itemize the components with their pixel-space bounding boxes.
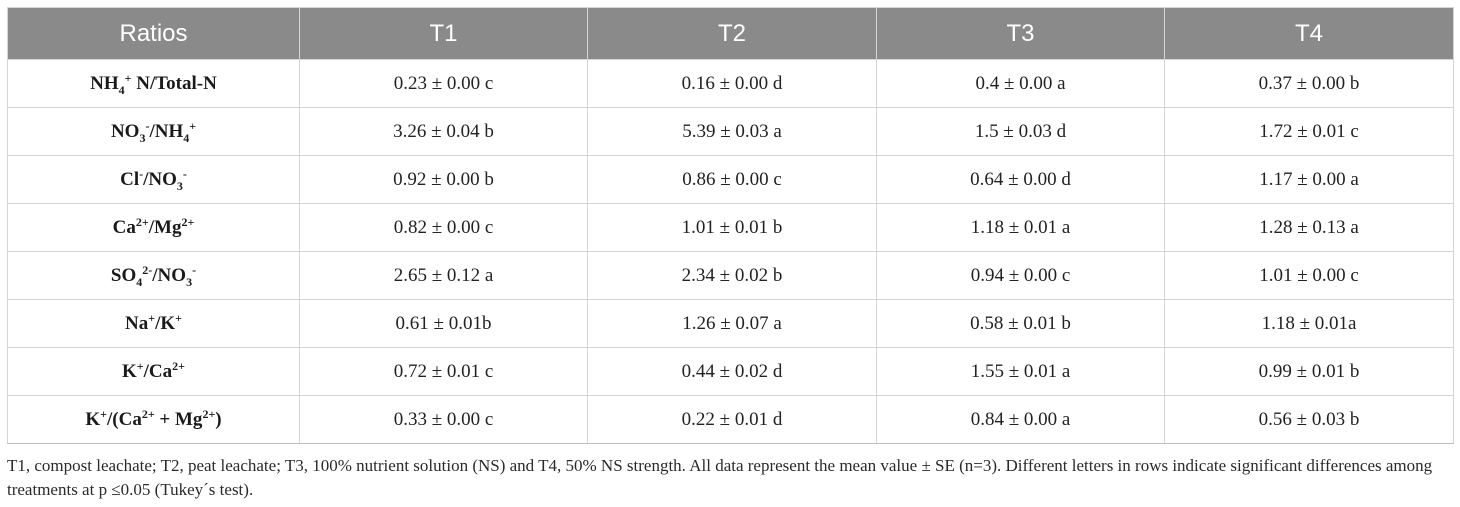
table-row: Na+/K+ 0.61 ± 0.01b 1.26 ± 0.07 a 0.58 ± 0.… [7, 299, 1454, 348]
cell-t2: 0.44 ± 0.02 d [587, 347, 877, 396]
label-sup: + [124, 70, 132, 85]
label-sup: 2+ [202, 406, 216, 421]
cell-t2: 2.34 ± 0.02 b [587, 251, 877, 300]
table-row: K+/(Ca2+ + Mg2+) 0.33 ± 0.00 c 0.22 ± 0.01… [7, 395, 1454, 444]
label-sup: 2- [142, 262, 153, 277]
ratio-label: K+/Ca2+ [7, 347, 300, 396]
label-text: N/Total-N [131, 72, 217, 94]
label-sub: 4 [183, 130, 190, 145]
cell-t4: 1.28 ± 0.13 a [1164, 203, 1454, 252]
label-text: Cl [120, 168, 140, 190]
cell-t2: 0.16 ± 0.00 d [587, 59, 877, 108]
cell-t2: 5.39 ± 0.03 a [587, 107, 877, 156]
cell-t3: 0.4 ± 0.00 a [876, 59, 1165, 108]
cell-t3: 0.64 ± 0.00 d [876, 155, 1165, 204]
label-text: NO [110, 120, 140, 142]
cell-t1: 0.82 ± 0.00 c [299, 203, 588, 252]
cell-t3: 1.55 ± 0.01 a [876, 347, 1165, 396]
header-ratios: Ratios [7, 7, 300, 60]
label-sup: + [100, 406, 107, 421]
ratio-label: K+/(Ca2+ + Mg2+) [7, 395, 300, 444]
table-row: SO42-/NO3- 2.65 ± 0.12 a 2.34 ± 0.02 b 0.94… [7, 251, 1454, 300]
table-row: Cl-/NO3- 0.92 ± 0.00 b 0.86 ± 0.00 c 0.64 ±… [7, 155, 1454, 204]
label-text: /Mg [148, 216, 182, 238]
cell-t1: 0.33 ± 0.00 c [299, 395, 588, 444]
table-row: NO3-/NH4+ 3.26 ± 0.04 b 5.39 ± 0.03 a 1.5 ±… [7, 107, 1454, 156]
label-text: /NO [152, 264, 187, 286]
cell-t1: 0.23 ± 0.00 c [299, 59, 588, 108]
label-sup: + [175, 310, 182, 325]
table-container: Ratios T1 T2 T3 T4 NH4+ N/Total-N 0.23 ± … [7, 7, 1454, 502]
label-text: SO [110, 264, 137, 286]
label-text: Ca [112, 216, 136, 238]
cell-t3: 0.84 ± 0.00 a [876, 395, 1165, 444]
label-sup: + [189, 118, 197, 133]
label-sub: 3 [186, 274, 193, 289]
cell-t3: 0.58 ± 0.01 b [876, 299, 1165, 348]
label-text: ) [215, 408, 222, 430]
cell-t1: 0.61 ± 0.01b [299, 299, 588, 348]
cell-t4: 1.72 ± 0.01 c [1164, 107, 1454, 156]
label-sub: 3 [176, 178, 183, 193]
table-row: Ca2+/Mg2+ 0.82 ± 0.00 c 1.01 ± 0.01 b 1.18 … [7, 203, 1454, 252]
label-text: K [85, 408, 101, 430]
cell-t4: 1.18 ± 0.01a [1164, 299, 1454, 348]
label-text: /(Ca [107, 408, 142, 430]
label-sub: 3 [139, 130, 146, 145]
label-text: + Mg [154, 408, 203, 430]
cell-t3: 0.94 ± 0.00 c [876, 251, 1165, 300]
label-sup: + [136, 358, 144, 373]
ratio-label: NO3-/NH4+ [7, 107, 300, 156]
label-sup: - [139, 166, 144, 181]
ratio-label: NH4+ N/Total-N [7, 59, 300, 108]
cell-t2: 1.01 ± 0.01 b [587, 203, 877, 252]
header-t4: T4 [1164, 7, 1454, 60]
label-sub: 4 [136, 274, 143, 289]
header-t2: T2 [587, 7, 877, 60]
table-row: K+/Ca2+ 0.72 ± 0.01 c 0.44 ± 0.02 d 1.55 ± … [7, 347, 1454, 396]
table-header-row: Ratios T1 T2 T3 T4 [7, 7, 1454, 60]
header-t1: T1 [299, 7, 588, 60]
cell-t3: 1.5 ± 0.03 d [876, 107, 1165, 156]
cell-t4: 0.56 ± 0.03 b [1164, 395, 1454, 444]
cell-t2: 1.26 ± 0.07 a [587, 299, 877, 348]
ratio-label: Na+/K+ [7, 299, 300, 348]
label-sub: 4 [118, 82, 125, 97]
cell-t3: 1.18 ± 0.01 a [876, 203, 1165, 252]
table-row: NH4+ N/Total-N 0.23 ± 0.00 c 0.16 ± 0.00 d… [7, 59, 1454, 108]
cell-t1: 0.92 ± 0.00 b [299, 155, 588, 204]
ratio-label: Cl-/NO3- [7, 155, 300, 204]
table-footnote: T1, compost leachate; T2, peat leachate;… [7, 456, 1433, 499]
label-sup: - [192, 262, 197, 277]
ratio-label: Ca2+/Mg2+ [7, 203, 300, 252]
label-text: /NH [149, 120, 184, 142]
label-sup: 2+ [141, 406, 155, 421]
label-text: K [122, 360, 137, 382]
label-sup: - [145, 118, 150, 133]
label-sup: + [148, 310, 156, 325]
header-t3: T3 [876, 7, 1165, 60]
cell-t1: 3.26 ± 0.04 b [299, 107, 588, 156]
cell-t1: 2.65 ± 0.12 a [299, 251, 588, 300]
label-text: NH [90, 72, 119, 94]
cell-t2: 0.86 ± 0.00 c [587, 155, 877, 204]
label-sup: - [182, 166, 187, 181]
ratio-label: SO42-/NO3- [7, 251, 300, 300]
cell-t4: 0.99 ± 0.01 b [1164, 347, 1454, 396]
cell-t4: 0.37 ± 0.00 b [1164, 59, 1454, 108]
cell-t1: 0.72 ± 0.01 c [299, 347, 588, 396]
cell-t4: 1.01 ± 0.00 c [1164, 251, 1454, 300]
label-sup: 2+ [172, 358, 185, 373]
cell-t4: 1.17 ± 0.00 a [1164, 155, 1454, 204]
label-text: Na [125, 312, 149, 334]
label-text: /K [155, 312, 176, 334]
label-text: /Ca [143, 360, 173, 382]
ratios-table: Ratios T1 T2 T3 T4 NH4+ N/Total-N 0.23 ± … [7, 7, 1454, 444]
table-body: NH4+ N/Total-N 0.23 ± 0.00 c 0.16 ± 0.00 d… [7, 59, 1454, 444]
label-text: /NO [143, 168, 177, 190]
cell-t2: 0.22 ± 0.01 d [587, 395, 877, 444]
label-sup: 2+ [135, 214, 149, 229]
label-sup: 2+ [181, 214, 195, 229]
